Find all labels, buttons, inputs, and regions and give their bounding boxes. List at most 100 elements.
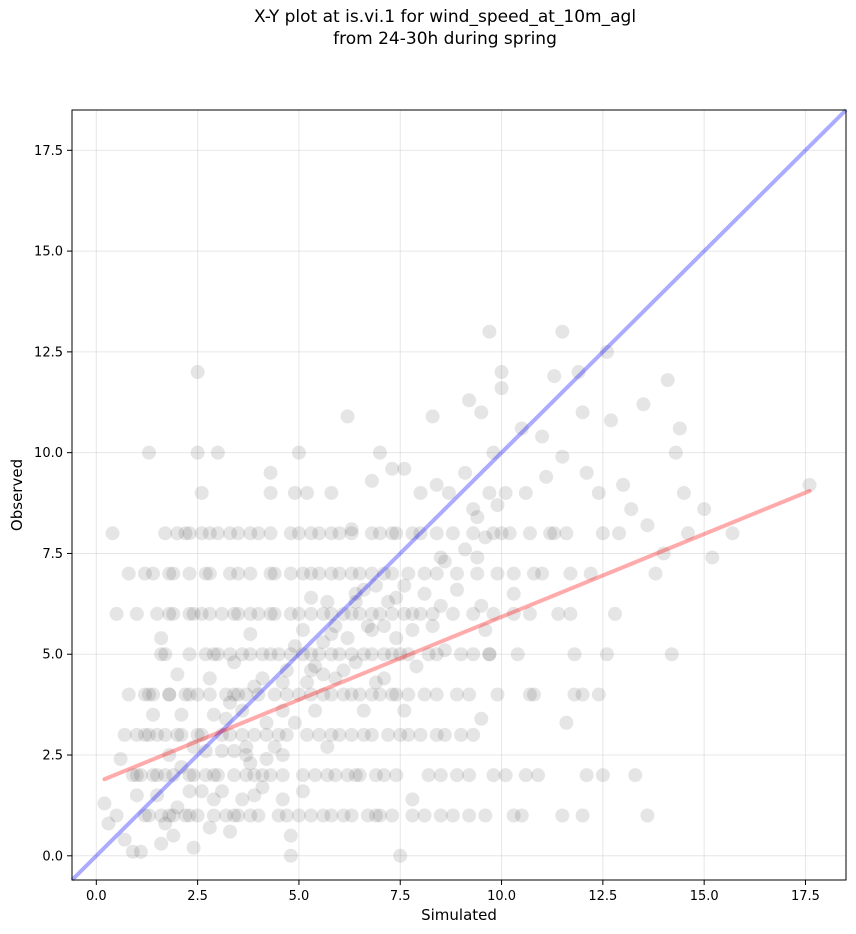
data-point xyxy=(397,703,412,718)
x-axis-ticks: 0.0 2.5 5.0 7.5 10.0 12.5 15.0 17.5 xyxy=(86,880,820,904)
data-point xyxy=(344,522,359,537)
data-point xyxy=(206,768,221,783)
data-point xyxy=(267,606,282,621)
data-point xyxy=(150,606,165,621)
data-point xyxy=(462,808,477,823)
data-point xyxy=(178,687,193,702)
data-point xyxy=(182,768,197,783)
data-point xyxy=(291,606,306,621)
data-point xyxy=(393,848,408,863)
data-point xyxy=(352,768,367,783)
data-point xyxy=(474,405,489,420)
data-point xyxy=(231,808,246,823)
data-point xyxy=(389,590,404,605)
data-point xyxy=(514,808,529,823)
data-point xyxy=(239,768,254,783)
data-point xyxy=(255,768,270,783)
data-point xyxy=(316,687,331,702)
data-point xyxy=(227,808,242,823)
y-tick-label: 17.5 xyxy=(34,144,63,159)
data-point xyxy=(474,598,489,613)
data-point xyxy=(802,477,817,492)
data-point xyxy=(283,828,298,843)
data-point xyxy=(275,792,290,807)
data-point xyxy=(271,647,286,662)
data-point xyxy=(417,687,432,702)
data-point xyxy=(575,808,590,823)
data-point xyxy=(308,703,323,718)
data-point xyxy=(551,606,566,621)
data-point xyxy=(259,752,274,767)
data-point xyxy=(429,477,444,492)
data-point xyxy=(506,606,521,621)
data-point xyxy=(397,606,412,621)
data-point xyxy=(502,526,517,541)
data-point xyxy=(218,808,233,823)
data-point xyxy=(413,727,428,742)
data-point xyxy=(470,566,485,581)
plot-frame xyxy=(71,109,847,881)
data-point xyxy=(304,687,319,702)
data-point xyxy=(283,566,298,581)
data-point xyxy=(267,566,282,581)
data-point xyxy=(170,667,185,682)
data-point xyxy=(186,840,201,855)
data-point xyxy=(372,808,387,823)
data-point xyxy=(239,687,254,702)
data-point xyxy=(364,623,379,638)
data-point xyxy=(194,784,209,799)
data-point xyxy=(368,768,383,783)
data-point xyxy=(162,606,177,621)
data-point xyxy=(676,485,691,500)
data-point xyxy=(433,768,448,783)
data-point xyxy=(239,739,254,754)
data-point xyxy=(583,566,598,581)
data-point xyxy=(344,566,359,581)
data-point xyxy=(364,566,379,581)
data-point xyxy=(377,647,392,662)
data-point xyxy=(575,405,590,420)
data-point xyxy=(109,808,124,823)
data-point xyxy=(275,675,290,690)
data-point xyxy=(170,727,185,742)
data-point xyxy=(227,687,242,702)
data-point xyxy=(137,566,152,581)
data-point xyxy=(275,703,290,718)
data-point xyxy=(198,768,213,783)
data-point xyxy=(449,566,464,581)
data-point xyxy=(417,808,432,823)
data-point xyxy=(109,606,124,621)
data-point xyxy=(385,566,400,581)
data-point xyxy=(348,594,363,609)
data-point xyxy=(117,727,132,742)
data-point xyxy=(174,760,189,775)
data-point xyxy=(490,687,505,702)
y-tick-label: 15.0 xyxy=(34,245,63,260)
data-point xyxy=(190,365,205,380)
y-tick-label: 7.5 xyxy=(42,547,63,562)
data-point xyxy=(162,687,177,702)
data-point xyxy=(697,502,712,517)
data-point xyxy=(263,647,278,662)
data-point xyxy=(150,788,165,803)
data-point xyxy=(389,768,404,783)
data-point xyxy=(466,647,481,662)
data-point xyxy=(486,526,501,541)
data-point xyxy=(340,768,355,783)
data-point xyxy=(295,784,310,799)
data-point xyxy=(263,526,278,541)
data-point xyxy=(656,546,671,561)
data-point xyxy=(227,768,242,783)
data-point xyxy=(660,373,675,388)
data-point xyxy=(506,808,521,823)
data-point xyxy=(510,647,525,662)
data-point xyxy=(162,808,177,823)
data-point xyxy=(202,820,217,835)
data-point xyxy=(377,619,392,634)
data-point xyxy=(454,647,469,662)
y-axis-ticks: 0.0 2.5 5.0 7.5 10.0 12.5 15.0 17.5 xyxy=(34,144,72,864)
data-point xyxy=(640,518,655,533)
data-point xyxy=(563,606,578,621)
data-point xyxy=(178,526,193,541)
